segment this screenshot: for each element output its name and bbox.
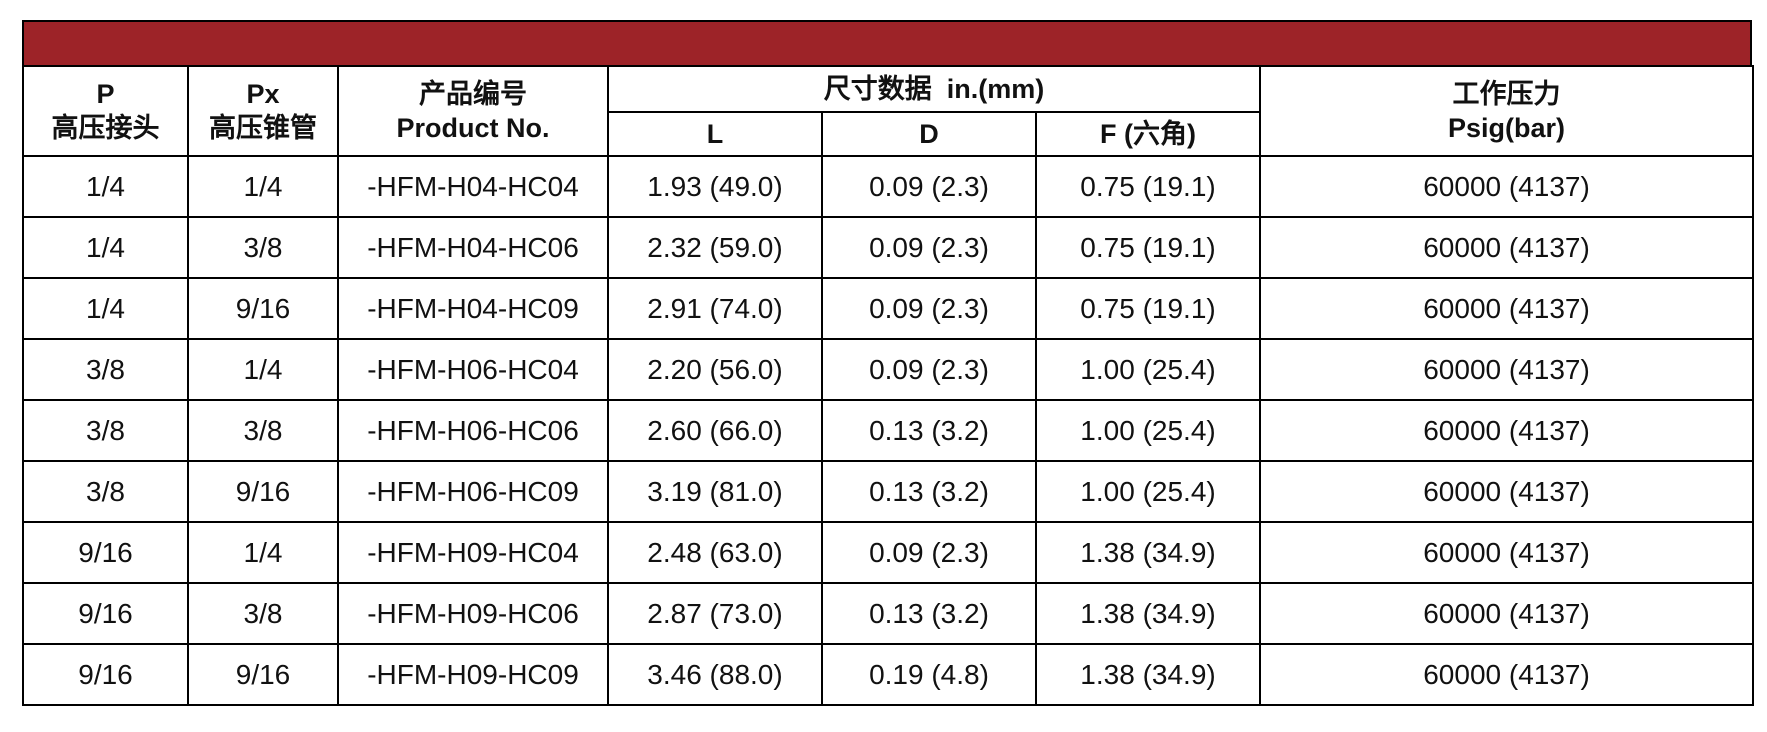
header-product-line2: Product No. — [396, 113, 550, 143]
cell-product-no: -HFM-H04-HC09 — [337, 277, 609, 340]
cell-px-size: 1/4 — [187, 155, 339, 218]
cell-dim-d: 0.19 (4.8) — [821, 643, 1037, 706]
cell-p-size: 9/16 — [22, 643, 189, 706]
cell-p-size: 3/8 — [22, 338, 189, 401]
spec-table-container: P 高压接头 Px 高压锥管 产品编号 Product No. 尺寸数据 in.… — [22, 20, 1755, 706]
cell-dim-f: 1.38 (34.9) — [1034, 582, 1262, 645]
header-dimensions-group: 尺寸数据 in.(mm) — [606, 65, 1262, 113]
cell-working-pressure: 60000 (4137) — [1259, 582, 1755, 645]
cell-px-size: 9/16 — [187, 460, 339, 523]
spec-table-body: 1/4 1/4 -HFM-H04-HC04 1.93 (49.0) 0.09 (2.3)… — [22, 155, 1755, 706]
cell-dim-l: 2.20 (56.0) — [607, 338, 823, 401]
table-row: 3/8 9/16 -HFM-H06-HC09 3.19 (81.0) 0.13 (3.2… — [22, 460, 1755, 523]
header-d: D — [821, 111, 1037, 157]
cell-dim-d: 0.13 (3.2) — [821, 399, 1037, 462]
cell-dim-l: 2.87 (73.0) — [607, 582, 823, 645]
cell-working-pressure: 60000 (4137) — [1259, 216, 1755, 279]
cell-dim-d: 0.09 (2.3) — [821, 521, 1037, 584]
header-p-line2: 高压接头 — [51, 113, 160, 143]
cell-dim-l: 2.60 (66.0) — [607, 399, 823, 462]
cell-dim-d: 0.09 (2.3) — [821, 155, 1037, 218]
cell-working-pressure: 60000 (4137) — [1259, 399, 1755, 462]
cell-working-pressure: 60000 (4137) — [1259, 643, 1755, 706]
cell-working-pressure: 60000 (4137) — [1259, 521, 1755, 584]
cell-dim-l: 2.32 (59.0) — [607, 216, 823, 279]
cell-dim-f: 1.00 (25.4) — [1034, 338, 1262, 401]
table-title-bar — [22, 20, 1752, 65]
header-row-2: L D F (六角) — [23, 111, 1753, 157]
cell-working-pressure: 60000 (4137) — [1259, 338, 1755, 401]
header-px-line1: Px — [246, 79, 280, 109]
cell-px-size: 3/8 — [187, 399, 339, 462]
cell-p-size: 1/4 — [22, 216, 189, 279]
cell-product-no: -HFM-H06-HC09 — [337, 460, 609, 523]
header-p: P 高压接头 — [22, 65, 189, 157]
header-px-line2: 高压锥管 — [209, 113, 317, 143]
cell-product-no: -HFM-H06-HC06 — [337, 399, 609, 462]
table-row: 1/4 9/16 -HFM-H04-HC09 2.91 (74.0) 0.09 (2.3… — [22, 277, 1755, 340]
table-row: 9/16 3/8 -HFM-H09-HC06 2.87 (73.0) 0.13 (3.2… — [22, 582, 1755, 645]
cell-p-size: 9/16 — [22, 521, 189, 584]
cell-px-size: 1/4 — [187, 521, 339, 584]
header-l: L — [607, 111, 823, 157]
table-row: 3/8 1/4 -HFM-H06-HC04 2.20 (56.0) 0.09 (2.3)… — [22, 338, 1755, 401]
cell-product-no: -HFM-H09-HC06 — [337, 582, 609, 645]
cell-dim-d: 0.09 (2.3) — [821, 216, 1037, 279]
cell-product-no: -HFM-H06-HC04 — [337, 338, 609, 401]
cell-product-no: -HFM-H09-HC09 — [337, 643, 609, 706]
cell-dim-f: 0.75 (19.1) — [1034, 155, 1262, 218]
cell-px-size: 1/4 — [187, 338, 339, 401]
spec-table: P 高压接头 Px 高压锥管 产品编号 Product No. 尺寸数据 in.… — [22, 65, 1755, 706]
cell-dim-l: 3.19 (81.0) — [607, 460, 823, 523]
cell-dim-f: 1.00 (25.4) — [1034, 399, 1262, 462]
cell-px-size: 9/16 — [187, 277, 339, 340]
header-pressure-line2: Psig(bar) — [1448, 113, 1566, 143]
cell-working-pressure: 60000 (4137) — [1259, 155, 1755, 218]
header-f: F (六角) — [1034, 111, 1262, 157]
cell-dim-f: 1.38 (34.9) — [1034, 643, 1262, 706]
cell-px-size: 3/8 — [187, 216, 339, 279]
header-product-no: 产品编号 Product No. — [337, 65, 609, 157]
cell-dim-d: 0.09 (2.3) — [821, 338, 1037, 401]
cell-p-size: 1/4 — [22, 155, 189, 218]
cell-working-pressure: 60000 (4137) — [1259, 277, 1755, 340]
cell-dim-d: 0.13 (3.2) — [821, 460, 1037, 523]
cell-product-no: -HFM-H04-HC06 — [337, 216, 609, 279]
cell-dim-f: 0.75 (19.1) — [1034, 216, 1262, 279]
table-row: 3/8 3/8 -HFM-H06-HC06 2.60 (66.0) 0.13 (3.2)… — [22, 399, 1755, 462]
cell-p-size: 1/4 — [22, 277, 189, 340]
header-row-1: P 高压接头 Px 高压锥管 产品编号 Product No. 尺寸数据 in.… — [22, 65, 1755, 157]
table-row: 9/16 9/16 -HFM-H09-HC09 3.46 (88.0) 0.19 (4.… — [22, 643, 1755, 706]
cell-px-size: 3/8 — [187, 582, 339, 645]
cell-p-size: 3/8 — [22, 399, 189, 462]
cell-dim-l: 2.91 (74.0) — [607, 277, 823, 340]
cell-product-no: -HFM-H09-HC04 — [337, 521, 609, 584]
header-product-line1: 产品编号 — [419, 79, 527, 109]
cell-p-size: 9/16 — [22, 582, 189, 645]
table-row: 9/16 1/4 -HFM-H09-HC04 2.48 (63.0) 0.09 (2.3… — [22, 521, 1755, 584]
cell-dim-l: 2.48 (63.0) — [607, 521, 823, 584]
cell-dim-l: 3.46 (88.0) — [607, 643, 823, 706]
cell-working-pressure: 60000 (4137) — [1259, 460, 1755, 523]
cell-dim-f: 0.75 (19.1) — [1034, 277, 1262, 340]
cell-p-size: 3/8 — [22, 460, 189, 523]
header-p-line1: P — [96, 79, 115, 109]
cell-dim-d: 0.09 (2.3) — [821, 277, 1037, 340]
cell-product-no: -HFM-H04-HC04 — [337, 155, 609, 218]
table-row: 1/4 3/8 -HFM-H04-HC06 2.32 (59.0) 0.09 (2.3)… — [22, 216, 1755, 279]
cell-dim-d: 0.13 (3.2) — [821, 582, 1037, 645]
cell-dim-f: 1.38 (34.9) — [1034, 521, 1262, 584]
cell-px-size: 9/16 — [187, 643, 339, 706]
cell-dim-l: 1.93 (49.0) — [607, 155, 823, 218]
header-pressure-line1: 工作压力 — [1452, 79, 1561, 109]
cell-dim-f: 1.00 (25.4) — [1034, 460, 1262, 523]
header-pressure: 工作压力 Psig(bar) — [1259, 65, 1755, 157]
table-row: 1/4 1/4 -HFM-H04-HC04 1.93 (49.0) 0.09 (2.3)… — [22, 155, 1755, 218]
header-px: Px 高压锥管 — [187, 65, 339, 157]
